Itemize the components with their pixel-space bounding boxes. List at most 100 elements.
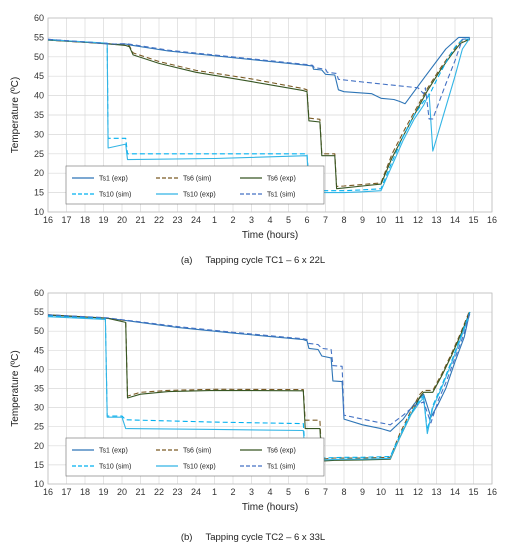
chart1-x-tick-label: 15 <box>468 487 478 497</box>
chart1-x-tick-label: 17 <box>61 487 71 497</box>
chart0-x-tick-label: 1 <box>212 215 217 225</box>
chart0-y-tick-label: 25 <box>34 149 44 159</box>
chart1-series-line-1 <box>47 309 471 460</box>
chart0-legend-label: Ts10 (sim) <box>99 192 131 199</box>
chart1-y-tick-label: 25 <box>34 422 44 432</box>
chart1-y-tick-label: 50 <box>34 326 44 336</box>
chart0-x-tick-label: 17 <box>61 215 71 225</box>
chart0-x-tick-label: 13 <box>431 215 441 225</box>
chart1-y-tick-label: 15 <box>34 460 44 470</box>
chart0-x-tick-label: 7 <box>323 215 328 225</box>
chart1-y-tick-label: 60 <box>34 288 44 298</box>
chart0-y-tick-label: 10 <box>34 207 44 217</box>
chart0-y-tick-label: 35 <box>34 110 44 120</box>
chart1-x-tick-label: 12 <box>413 487 423 497</box>
chart0-x-tick-label: 11 <box>395 215 404 225</box>
chart1-legend-label: Ts6 (exp) <box>267 448 296 455</box>
chart1-x-tick-label: 4 <box>267 487 272 497</box>
chart0-legend-label: Ts6 (sim) <box>183 176 211 183</box>
caption-label: (b) <box>180 532 193 543</box>
chart1-x-tick-label: 5 <box>286 487 291 497</box>
chart-tc2: 16 17 18 19 20 21 22 23 24 1 2 3 4 5 6 7 8 9 10 11 12 13 14 15 1… <box>10 288 497 513</box>
chart1-x-tick-label: 8 <box>341 487 346 497</box>
chart0-y-tick-label: 45 <box>34 71 44 81</box>
chart0-series-line-2 <box>47 38 471 190</box>
chart0-y-tick-label: 55 <box>34 32 44 42</box>
chart0-legend-box <box>65 165 325 205</box>
chart1-y-tick-label: 20 <box>34 441 44 451</box>
chart1-x-tick-label: 23 <box>172 487 182 497</box>
chart1-plot-area <box>47 292 493 485</box>
chart0-legend-label: Ts6 (exp) <box>267 176 296 183</box>
chart1-y-tick-label: 55 <box>34 307 44 317</box>
chart0-series-line-4 <box>47 37 471 194</box>
caption-label: (a) <box>180 255 193 266</box>
caption-text: Tapping cycle TC2 – 6 x 33L <box>205 532 326 543</box>
chart-panel-a: 16 17 18 19 20 21 22 23 24 1 2 3 4 5 6 7 8 9 10 11 12 13 14 15 1… <box>0 0 506 270</box>
chart-tc1: 16 17 18 19 20 21 22 23 24 1 2 3 4 5 6 7 8 9 10 11 12 13 14 15 1… <box>10 13 497 241</box>
chart1-x-tick-label: 21 <box>135 487 145 497</box>
chart1-series-line-5 <box>47 312 471 426</box>
chart0-x-tick-label: 6 <box>304 215 309 225</box>
chart0-x-tick-label: 20 <box>117 215 127 225</box>
chart1-x-tick-label: 7 <box>323 487 328 497</box>
chart1-legend-label: Ts1 (sim) <box>267 464 295 471</box>
chart1-x-tick-label: 24 <box>191 487 201 497</box>
chart0-x-tick-label: 12 <box>413 215 423 225</box>
chart1-x-tick-label: 19 <box>98 487 108 497</box>
chart0-y-tick-label: 30 <box>34 129 44 139</box>
chart0-x-tick-label: 18 <box>80 215 90 225</box>
chart0-x-tick-label: 9 <box>360 215 365 225</box>
chart1-series-line-0 <box>47 311 471 432</box>
chart0-x-tick-label: 16 <box>487 215 497 225</box>
chart1-x-tick-label: 20 <box>117 487 127 497</box>
chart0-x-tick-label: 21 <box>135 215 145 225</box>
chart0-y-tick-label: 40 <box>34 91 44 101</box>
chart1-legend-label: Ts10 (sim) <box>99 464 131 471</box>
chart1-x-tick-label: 1 <box>212 487 217 497</box>
chart1-x-axis-title: Time (hours) <box>242 502 298 513</box>
chart0-legend-label: Ts1 (sim) <box>267 192 295 199</box>
chart1-x-tick-label: 13 <box>431 487 441 497</box>
chart1-x-tick-label: 3 <box>249 487 254 497</box>
chart1-series-line-3 <box>47 311 471 459</box>
chart0-x-tick-label: 22 <box>154 215 164 225</box>
chart0-series-line-3 <box>47 38 470 192</box>
chart0-series-line-5 <box>47 38 470 120</box>
chart0-y-tick-label: 60 <box>34 13 44 23</box>
chart1-y-tick-label: 30 <box>34 403 44 413</box>
chart1-legend-label: Ts1 (exp) <box>99 448 128 455</box>
chart1-x-tick-label: 10 <box>376 487 386 497</box>
chart1-x-tick-label: 2 <box>230 487 235 497</box>
chart0-series-line-0 <box>47 36 470 105</box>
chart1-y-axis-title: Temperature (ºC) <box>10 350 21 426</box>
chart1-y-tick-label: 45 <box>34 345 44 355</box>
chart1-y-tick-label: 40 <box>34 364 44 374</box>
chart-caption-a: (a) Tapping cycle TC1 – 6 x 22L <box>0 255 506 266</box>
chart1-y-tick-label: 35 <box>34 384 44 394</box>
chart0-x-tick-label: 5 <box>286 215 291 225</box>
chart0-x-tick-label: 4 <box>267 215 272 225</box>
chart0-x-tick-label: 8 <box>341 215 346 225</box>
chart0-y-tick-label: 15 <box>34 188 44 198</box>
chart1-x-tick-label: 6 <box>304 487 309 497</box>
chart0-series-line-1 <box>47 39 470 187</box>
chart0-x-tick-label: 19 <box>98 215 108 225</box>
chart-panel-b: 16 17 18 19 20 21 22 23 24 1 2 3 4 5 6 7 8 9 10 11 12 13 14 15 1… <box>0 276 506 550</box>
chart0-x-tick-label: 14 <box>450 215 460 225</box>
chart1-legend-box <box>65 437 325 477</box>
chart1-x-tick-label: 16 <box>43 487 53 497</box>
chart1-y-tick-label: 10 <box>34 479 44 489</box>
chart0-plot-area <box>47 17 493 213</box>
chart1-x-tick-label: 18 <box>80 487 90 497</box>
chart0-x-axis-title: Time (hours) <box>242 230 298 241</box>
chart0-x-tick-label: 23 <box>172 215 182 225</box>
chart1-x-tick-label: 16 <box>487 487 497 497</box>
chart0-y-axis-title: Temperature (ºC) <box>10 77 21 153</box>
chart1-legend-label: Ts10 (exp) <box>183 464 216 471</box>
caption-text: Tapping cycle TC1 – 6 x 22L <box>205 255 326 266</box>
chart0-legend: Ts1 (exp) Ts6 (sim) Ts6 (exp) Ts10 (sim) Ts1… <box>65 165 325 205</box>
chart1-series-line-2 <box>47 311 471 462</box>
chart0-x-tick-label: 10 <box>376 215 386 225</box>
chart0-x-tick-label: 15 <box>468 215 478 225</box>
